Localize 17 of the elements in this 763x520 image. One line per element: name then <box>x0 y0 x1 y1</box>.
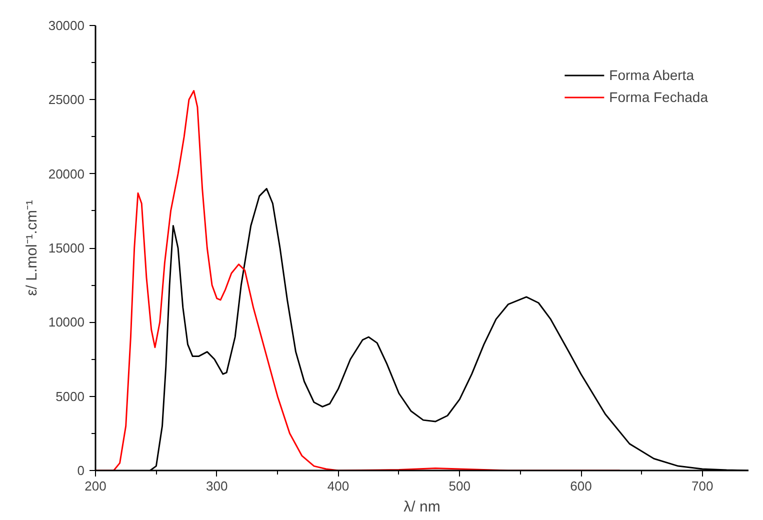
legend-label: Forma Aberta <box>609 67 694 83</box>
legend-label: Forma Fechada <box>609 89 708 105</box>
y-tick-label: 5000 <box>56 388 84 404</box>
y-axis-title: ε/ L.mol⁻¹.cm⁻¹ <box>23 200 40 296</box>
x-tick-label: 600 <box>570 478 592 494</box>
x-axis-title: λ/ nm <box>404 498 440 516</box>
y-tick-label: 15000 <box>48 240 85 256</box>
x-tick-label: 700 <box>692 478 714 494</box>
x-tick-label: 300 <box>206 478 228 494</box>
y-tick-label: 25000 <box>48 92 85 108</box>
x-tick-label: 200 <box>84 478 106 494</box>
y-tick-label: 10000 <box>48 314 85 330</box>
x-tick-label: 400 <box>327 478 350 494</box>
y-tick-label: 20000 <box>48 166 85 182</box>
x-tick-label: 500 <box>448 478 470 494</box>
y-tick-label: 30000 <box>48 18 85 33</box>
y-tick-label: 0 <box>77 463 85 478</box>
